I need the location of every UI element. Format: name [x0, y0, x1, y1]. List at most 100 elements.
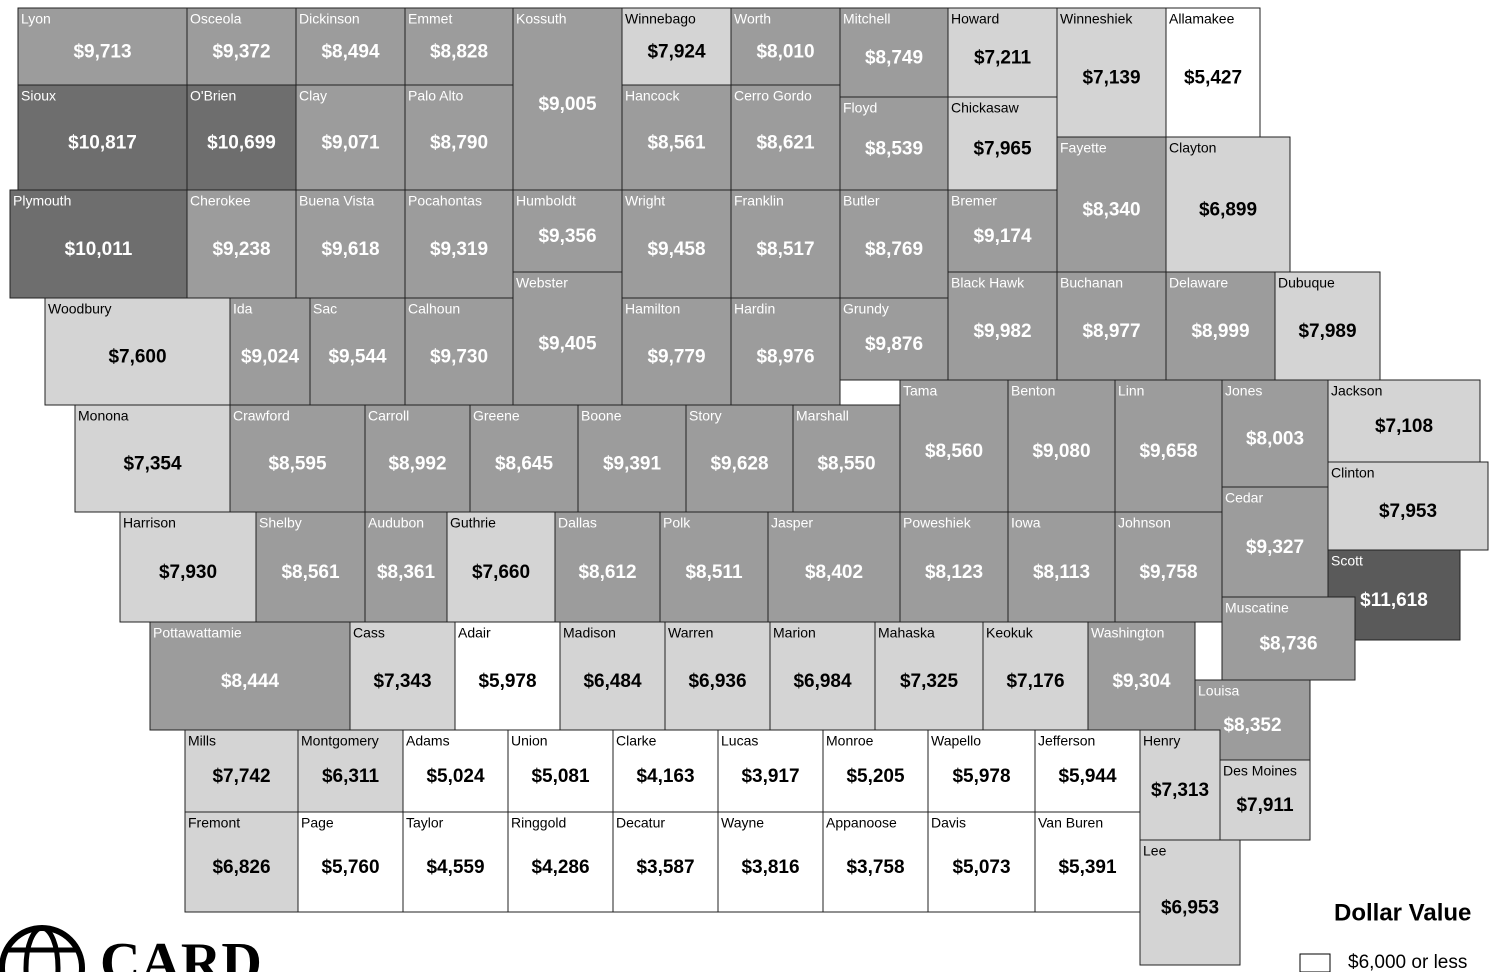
county-shape [792, 404, 901, 513]
county-value: $8,645 [495, 454, 554, 475]
county-shape [1274, 271, 1381, 381]
county: Pocahontas $9,319 [404, 189, 514, 299]
county-name: Monroe [826, 733, 874, 749]
county: Story $9,628 [685, 404, 794, 513]
county-value: $7,660 [472, 562, 530, 583]
county-name: Carroll [368, 408, 409, 424]
county-name: Wayne [721, 815, 764, 831]
county: Allamakee $5,427 [1165, 7, 1261, 138]
county-value: $6,936 [688, 671, 746, 692]
county-value: $5,760 [321, 857, 379, 878]
county: Iowa $8,113 [1007, 511, 1116, 623]
county-value: $7,211 [974, 48, 1031, 69]
county-name: Montgomery [301, 733, 379, 749]
county-value: $8,561 [281, 562, 340, 583]
county-shape [255, 511, 366, 623]
county-shape [512, 271, 623, 406]
county-value: $4,559 [426, 857, 484, 878]
county-name: Clay [299, 88, 327, 104]
county-shape [612, 811, 719, 913]
county: Buena Vista $9,618 [295, 189, 406, 299]
county: Boone $9,391 [577, 404, 687, 513]
county-value: $9,372 [212, 42, 270, 63]
county-shape [454, 621, 561, 731]
county-value: $8,511 [685, 562, 742, 583]
county: Grundy $9,876 [839, 297, 949, 381]
county-value: $9,730 [430, 347, 488, 368]
county-name: Osceola [190, 11, 242, 27]
county-shape [947, 96, 1058, 191]
county-value: $5,978 [952, 766, 1010, 787]
county-shape [927, 811, 1036, 913]
county-value: $7,965 [973, 139, 1032, 160]
county: Mitchell $8,749 [839, 7, 949, 98]
county-name: Lyon [21, 11, 51, 27]
county-name: Benton [1011, 383, 1055, 399]
county: Chickasaw $7,965 [947, 96, 1058, 191]
county-name: Webster [516, 275, 568, 291]
county: Floyd $8,539 [839, 96, 949, 191]
county-value: $7,325 [900, 671, 959, 692]
county-name: Fayette [1060, 140, 1107, 156]
county-name: Page [301, 815, 334, 831]
county-shape [874, 621, 984, 731]
county-shape [402, 811, 509, 913]
county-shape [1327, 379, 1481, 463]
county-shape [577, 404, 687, 513]
county-shape [730, 84, 841, 191]
county-shape [621, 84, 732, 191]
county-shape [839, 7, 949, 98]
county-value: $8,828 [430, 42, 488, 63]
county-value: $6,826 [212, 857, 270, 878]
county: Harrison $7,930 [119, 511, 257, 623]
county: Carroll $8,992 [364, 404, 471, 513]
county-value: $9,238 [212, 239, 270, 260]
county-value: $7,924 [647, 42, 706, 63]
county-name: Sac [313, 301, 337, 317]
county-name: Van Buren [1038, 815, 1103, 831]
county: Cerro Gordo $8,621 [730, 84, 841, 191]
county-name: Marion [773, 625, 816, 641]
county-value: $10,011 [65, 239, 133, 260]
county: Palo Alto $8,790 [404, 84, 514, 191]
county-name: Buchanan [1060, 275, 1123, 291]
county-name: Hancock [625, 88, 680, 104]
county-name: Clayton [1169, 140, 1216, 156]
county-shape [17, 84, 188, 191]
county: Johnson $9,758 [1114, 511, 1223, 623]
county: Winneshiek $7,139 [1056, 7, 1167, 138]
county: Ida $9,024 [229, 297, 311, 406]
county-name: Delaware [1169, 275, 1228, 291]
county: Lee $6,953 [1139, 839, 1241, 966]
county-shape [364, 404, 471, 513]
county: Dickinson $8,494 [295, 7, 406, 86]
county-value: $8,352 [1223, 715, 1281, 736]
county: Cherokee $9,238 [186, 189, 297, 299]
county-name: Clarke [616, 733, 657, 749]
county-name: Des Moines [1223, 763, 1297, 779]
county: Decatur $3,587 [612, 811, 719, 913]
county-name: Calhoun [408, 301, 460, 317]
county-name: Henry [1143, 733, 1180, 749]
county-value: $5,081 [531, 766, 590, 787]
county-value: $9,628 [710, 454, 768, 475]
county: Marion $6,984 [769, 621, 876, 731]
county-value: $9,982 [973, 321, 1031, 342]
county-name: Audubon [368, 515, 424, 531]
county-shape [186, 189, 297, 299]
county: Monona $7,354 [74, 404, 231, 513]
county-shape [899, 379, 1009, 513]
county-name: Jackson [1331, 383, 1382, 399]
county-shape [1139, 729, 1221, 841]
county-value: $11,618 [1360, 590, 1428, 611]
county-shape [1007, 379, 1116, 513]
county-name: Linn [1118, 383, 1144, 399]
county-name: Buena Vista [299, 193, 374, 209]
county-name: Clinton [1331, 465, 1375, 481]
county-shape [717, 729, 824, 813]
county-value: $10,699 [207, 133, 276, 154]
county-shape [1221, 596, 1356, 681]
county-name: Wapello [931, 733, 981, 749]
county-name: Wright [625, 193, 665, 209]
county-name: Louisa [1198, 683, 1239, 699]
